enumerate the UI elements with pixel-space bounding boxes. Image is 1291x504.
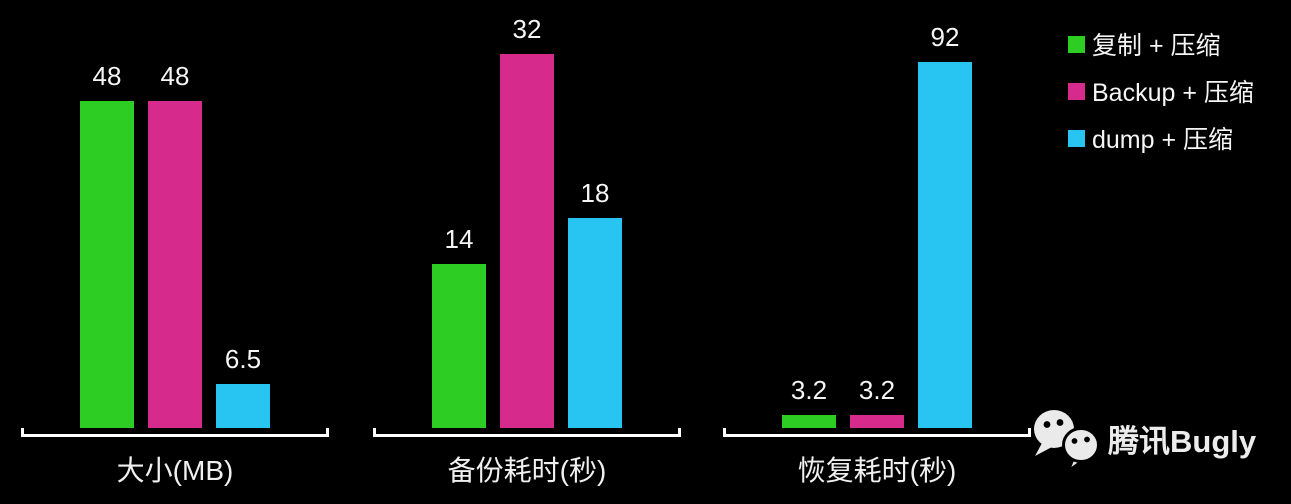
bar (148, 101, 202, 428)
bar (216, 384, 270, 428)
brand-name: 腾讯Bugly (1108, 423, 1257, 459)
bar-value-label: 3.2 (858, 375, 896, 405)
bar (80, 101, 134, 428)
legend-label: Backup + 压缩 (1092, 79, 1254, 107)
category-bracket (21, 428, 329, 437)
legend-swatch-green (1068, 35, 1085, 53)
bar-value-label: 6.5 (224, 344, 262, 374)
legend-swatch-magenta (1068, 82, 1085, 100)
legend-item: Backup + 压缩 (1068, 78, 1254, 107)
bar-value-label: 18 (580, 178, 610, 208)
legend-item: 复制 + 压缩 (1068, 31, 1254, 60)
bar-value-label: 32 (512, 14, 542, 44)
bar-value-label: 48 (92, 61, 122, 91)
brand-footer: 腾讯Bugly (1028, 403, 1256, 473)
category-label: 恢复耗时(秒) (797, 455, 957, 486)
bar (782, 415, 836, 428)
category-label: 大小(MB) (116, 455, 234, 486)
bar-value-label: 14 (444, 224, 474, 254)
bar (568, 218, 622, 428)
bar-value-label: 48 (160, 61, 190, 91)
wechat-icon (1034, 410, 1100, 473)
category-bracket (373, 428, 681, 437)
category-label: 备份耗时(秒) (447, 455, 607, 486)
bar (432, 264, 486, 428)
legend-item: dump + 压缩 (1068, 125, 1254, 154)
legend-label: dump + 压缩 (1092, 126, 1234, 154)
bar (500, 54, 554, 428)
bar (918, 62, 972, 428)
legend: 复制 + 压缩 Backup + 压缩 dump + 压缩 (1068, 31, 1254, 172)
legend-swatch-cyan (1068, 129, 1085, 147)
legend-label: 复制 + 压缩 (1092, 32, 1221, 60)
category-bracket (723, 428, 1031, 437)
bar-value-label: 92 (930, 22, 960, 52)
bar-value-label: 3.2 (790, 375, 828, 405)
bar (850, 415, 904, 428)
